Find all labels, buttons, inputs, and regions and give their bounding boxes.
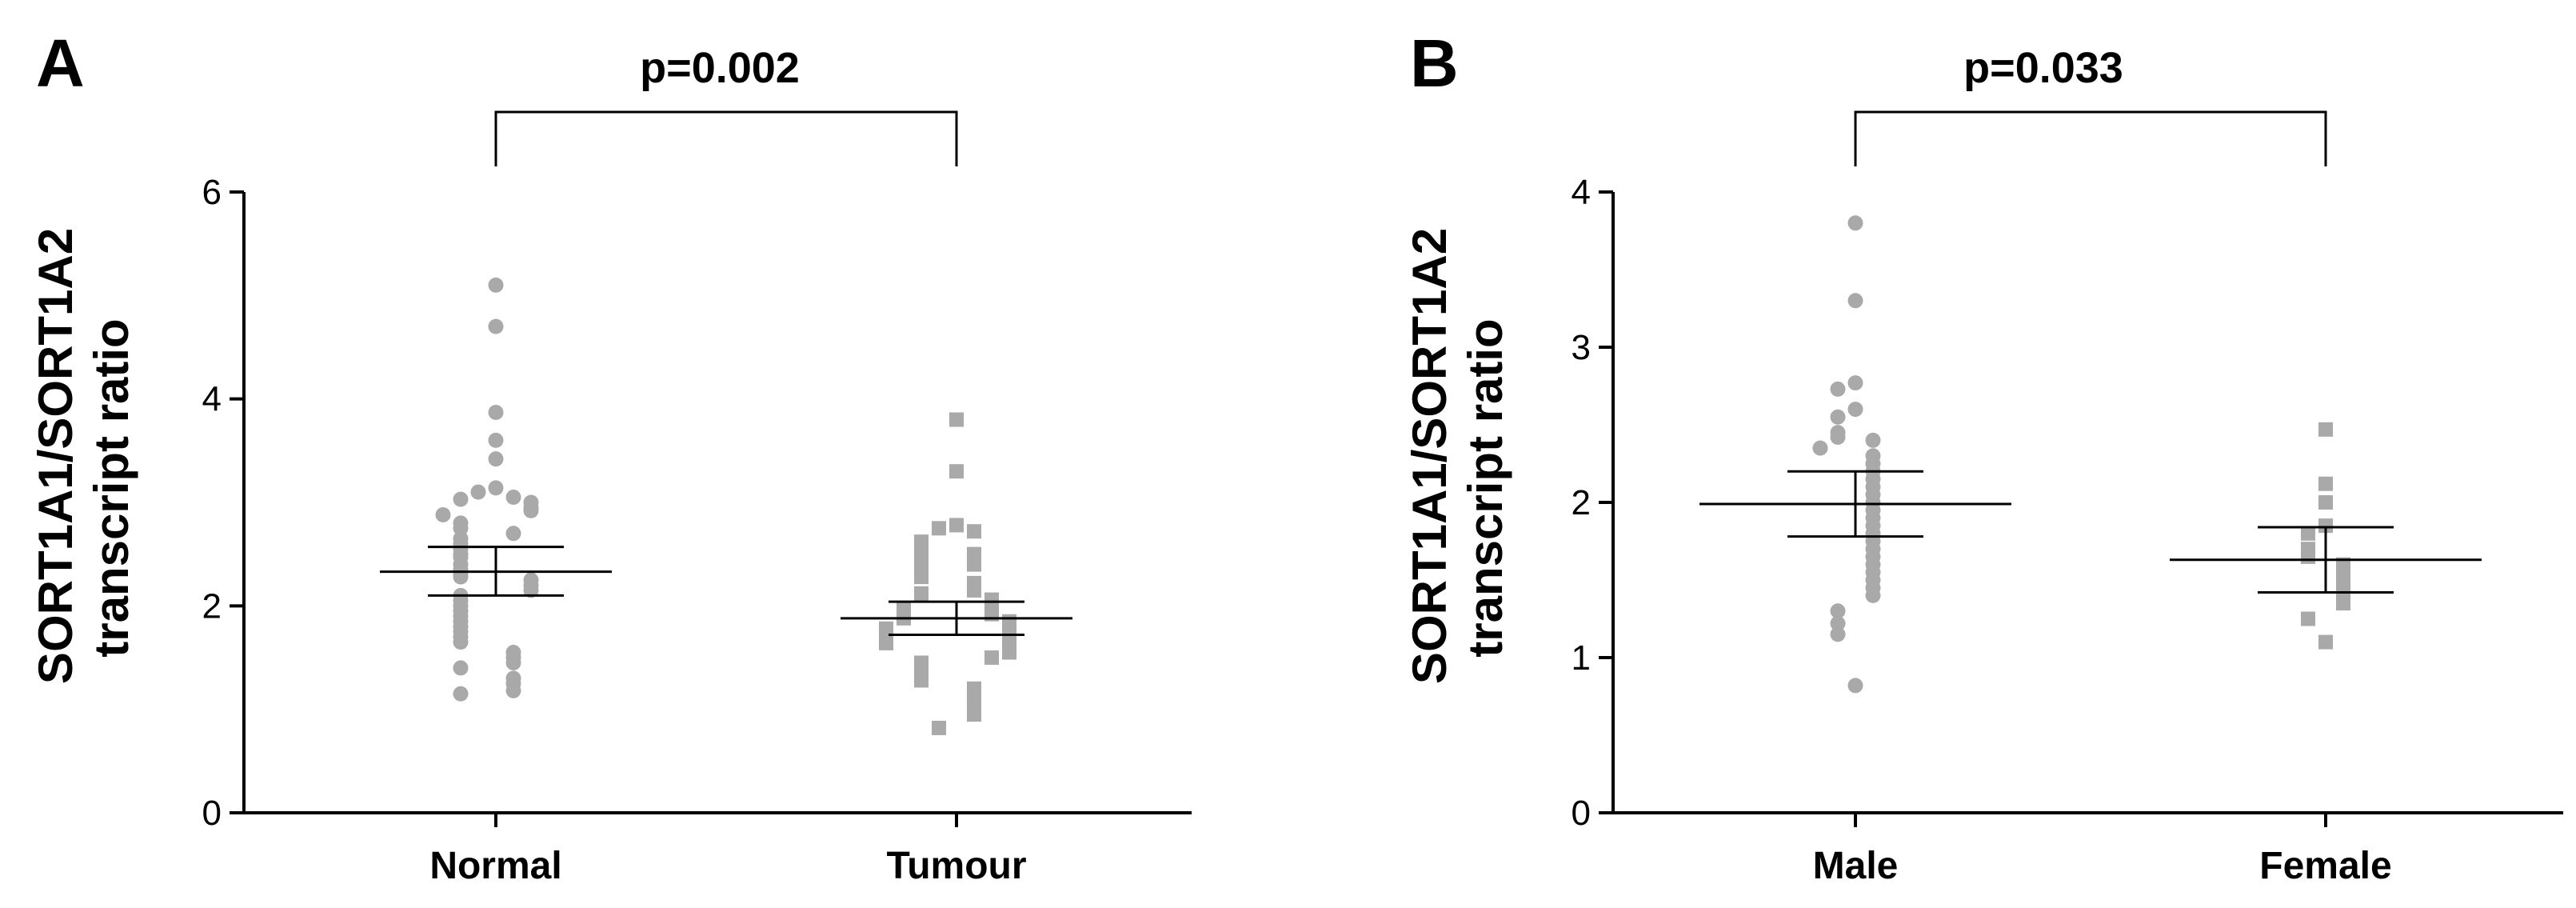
- data-point-a-0-8: [453, 491, 469, 507]
- data-point-b-1-4: [2301, 526, 2315, 541]
- data-point-a-0-5: [488, 480, 504, 496]
- data-point-b-0-7: [1830, 430, 1846, 446]
- data-point-b-1-3: [2318, 518, 2333, 534]
- data-point-a-0-45: [453, 686, 469, 702]
- panel-label-a: A: [36, 26, 85, 101]
- y-axis-label-a-line2: transcript ratio: [85, 318, 138, 657]
- data-point-a-1-4: [967, 524, 981, 539]
- data-point-a-0-27: [523, 582, 539, 598]
- data-point-a-1-3: [932, 521, 946, 536]
- data-point-a-1-13: [967, 582, 981, 598]
- data-point-a-1-15: [914, 588, 929, 603]
- data-point-a-0-11: [523, 502, 539, 518]
- data-point-a-1-35: [984, 650, 999, 665]
- category-label-a-1: Tumour: [886, 845, 1026, 887]
- data-point-a-1-44: [932, 720, 946, 735]
- data-point-a-0-7: [505, 490, 521, 506]
- y-tick-label-a-0: 0: [202, 794, 222, 833]
- data-point-a-0-2: [488, 404, 504, 420]
- data-point-a-0-24: [453, 569, 469, 585]
- data-point-b-1-6: [2301, 549, 2315, 564]
- y-tick-label-b-3: 3: [1572, 328, 1591, 367]
- panel-label-b: B: [1410, 26, 1459, 101]
- data-point-a-0-6: [470, 484, 486, 500]
- data-point-a-1-2: [949, 518, 964, 533]
- y-tick-label-a-2: 4: [202, 380, 222, 419]
- data-point-b-0-5: [1830, 409, 1846, 425]
- data-point-a-1-39: [914, 673, 929, 688]
- y-axis-label-a: SORT1A1/SORT1A2 transcript ratio: [29, 228, 138, 684]
- data-point-a-1-43: [967, 707, 981, 722]
- data-point-a-1-34: [1002, 645, 1016, 660]
- y-tick-label-b-4: 4: [1572, 173, 1591, 212]
- data-point-a-0-37: [453, 634, 469, 650]
- data-point-b-0-1: [1847, 293, 1863, 309]
- category-label-b-1: Female: [2259, 845, 2391, 887]
- data-point-b-1-13: [2301, 611, 2315, 626]
- data-point-a-0-1: [488, 318, 504, 334]
- y-tick-label-a-3: 6: [202, 173, 222, 212]
- data-point-a-1-0: [949, 412, 964, 427]
- panel-b: B SORT1A1/SORT1A2 transcript ratio p=0.0…: [1403, 26, 2563, 887]
- category-label-a-0: Normal: [429, 845, 561, 887]
- data-point-b-1-12: [2336, 596, 2350, 611]
- data-point-b-0-8: [1865, 432, 1881, 448]
- data-point-a-0-44: [505, 682, 521, 698]
- p-value-b: p=0.033: [1963, 44, 2123, 92]
- data-point-a-0-4: [488, 451, 504, 467]
- data-point-b-1-0: [2318, 422, 2333, 437]
- y-axis-label-a-line1: SORT1A1/SORT1A2: [29, 228, 82, 684]
- data-point-b-0-30: [1830, 615, 1846, 631]
- data-point-b-0-2: [1847, 375, 1863, 391]
- y-axis-label-b-line2: transcript ratio: [1459, 318, 1512, 657]
- data-point-a-0-12: [435, 507, 451, 523]
- data-point-a-0-40: [505, 654, 521, 670]
- data-point-b-0-0: [1847, 215, 1863, 231]
- data-point-a-1-9: [967, 557, 981, 572]
- y-tick-label-b-2: 2: [1572, 483, 1591, 522]
- p-value-a: p=0.002: [640, 44, 800, 92]
- data-point-a-0-41: [453, 660, 469, 676]
- data-point-b-0-31: [1830, 626, 1846, 642]
- y-tick-label-b-0: 0: [1572, 794, 1591, 833]
- data-point-a-1-32: [879, 635, 893, 650]
- y-axis-label-b-line1: SORT1A1/SORT1A2: [1403, 228, 1456, 684]
- data-point-a-1-6: [914, 538, 929, 554]
- data-point-a-0-0: [488, 277, 504, 293]
- data-point-b-1-2: [2318, 495, 2333, 510]
- category-label-b-0: Male: [1813, 845, 1899, 887]
- y-tick-label-a-1: 2: [202, 586, 222, 626]
- data-point-a-1-1: [949, 464, 964, 479]
- panel-a: A SORT1A1/SORT1A2 transcript ratio p=0.0…: [29, 26, 1192, 887]
- data-point-a-0-3: [488, 432, 504, 448]
- significance-bracket-a: [494, 110, 958, 166]
- data-point-b-1-1: [2318, 476, 2333, 491]
- data-point-b-0-28: [1865, 587, 1881, 603]
- data-point-b-1-14: [2318, 634, 2333, 650]
- data-point-b-0-4: [1847, 402, 1863, 418]
- y-axis-label-b: SORT1A1/SORT1A2 transcript ratio: [1403, 228, 1512, 684]
- data-point-b-0-9: [1812, 440, 1828, 456]
- data-point-a-1-11: [914, 570, 929, 585]
- data-point-b-0-32: [1847, 678, 1863, 694]
- data-point-a-0-15: [505, 526, 521, 542]
- data-point-b-0-29: [1830, 603, 1846, 619]
- y-tick-label-b-1: 1: [1572, 638, 1591, 678]
- significance-bracket-b: [1854, 110, 2327, 166]
- data-point-b-0-3: [1830, 381, 1846, 397]
